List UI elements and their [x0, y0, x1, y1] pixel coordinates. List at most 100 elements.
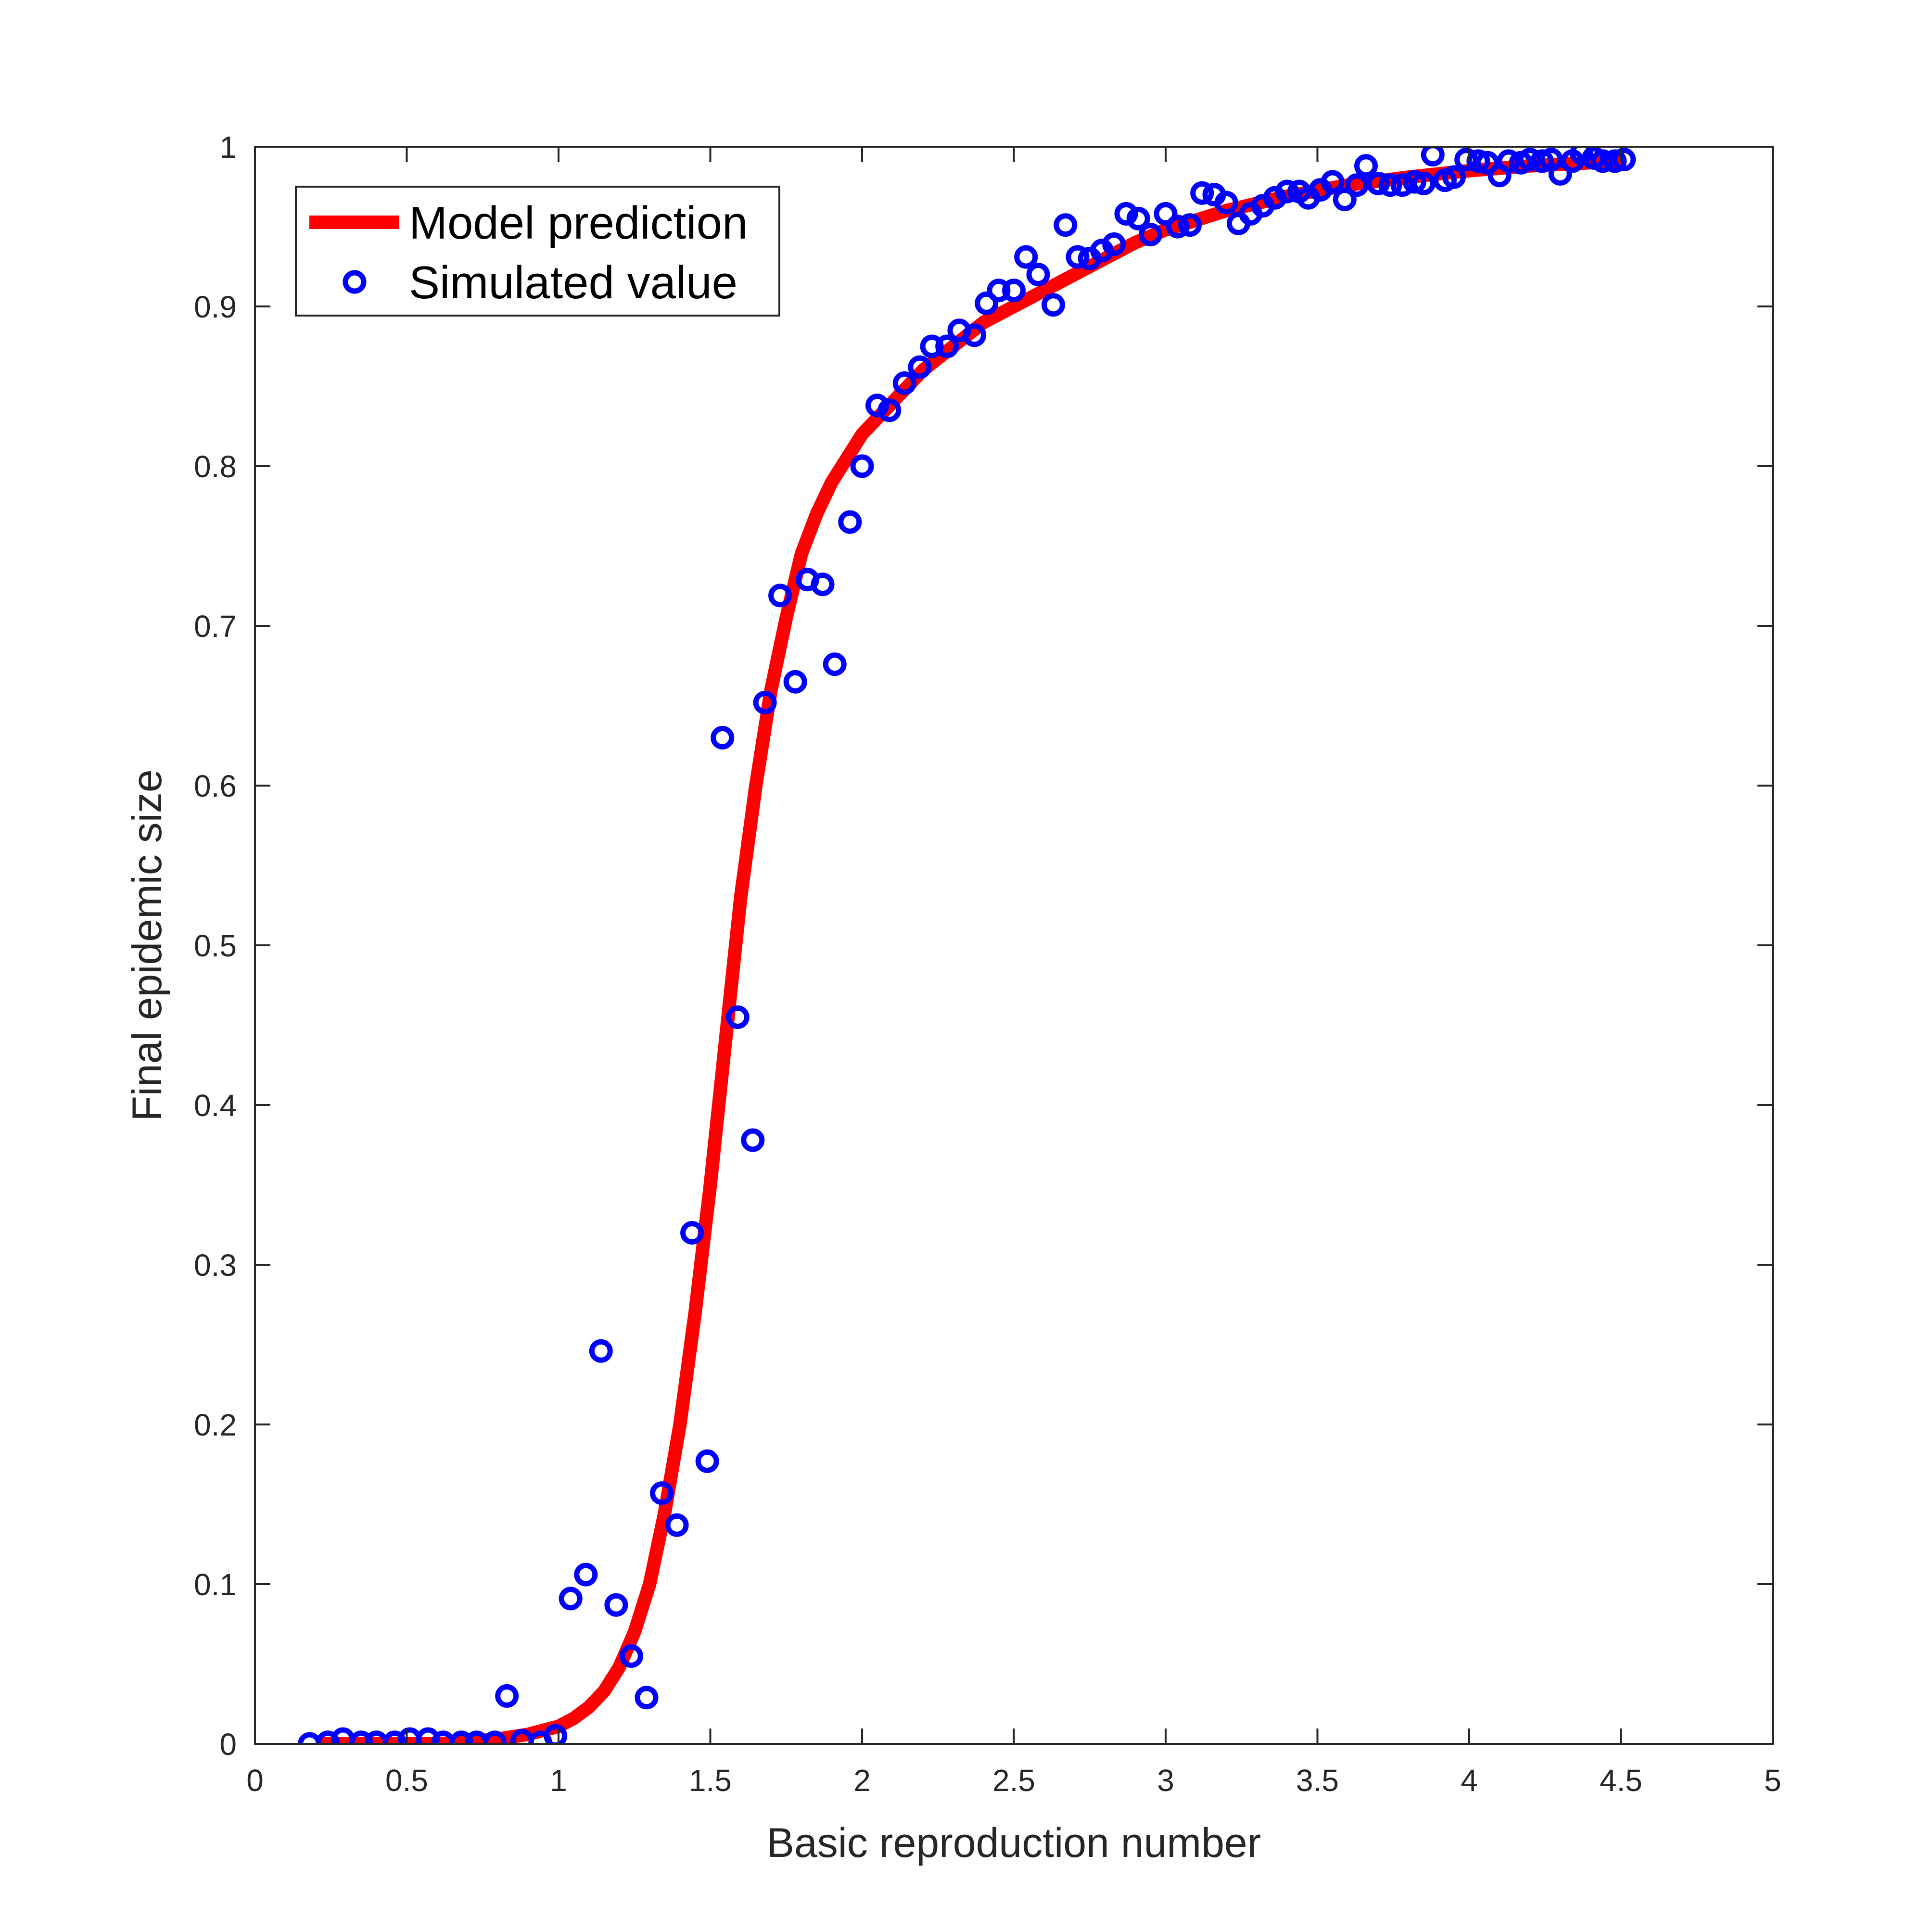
- simulated-value-marker: [1190, 181, 1214, 205]
- simulated-value-marker: [635, 1686, 659, 1710]
- simulated-value-marker: [1454, 148, 1478, 172]
- plot-content: [298, 147, 1636, 1744]
- simulated-value-marker: [1497, 149, 1521, 173]
- simulated-value-marker: [811, 572, 835, 597]
- simulated-value-marker: [1591, 149, 1615, 173]
- simulated-value-marker: [877, 398, 902, 422]
- simulated-value-marker: [298, 1732, 322, 1744]
- y-axis-title: Final epidemic size: [124, 769, 170, 1121]
- simulated-value-marker: [483, 1730, 507, 1744]
- x-tick-label: 3.5: [1296, 1763, 1339, 1798]
- simulated-value-marker: [1275, 179, 1299, 203]
- legend: Model prediction Simulated value: [295, 186, 780, 317]
- simulated-value-marker: [975, 291, 999, 315]
- x-axis-title: Basic reproduction number: [767, 1820, 1261, 1866]
- y-tick-label: 0.2: [194, 1408, 237, 1442]
- simulated-value-marker: [768, 584, 792, 608]
- simulated-value-marker: [1042, 293, 1065, 317]
- y-tick-label: 1: [219, 130, 237, 165]
- simulated-value-marker: [1548, 162, 1572, 186]
- simulated-value-marker: [1126, 206, 1150, 230]
- legend-box: [295, 186, 780, 317]
- x-tick-label: 1: [550, 1763, 567, 1798]
- simulated-value-marker: [665, 1513, 689, 1537]
- x-tick-label: 4.5: [1600, 1763, 1642, 1798]
- x-tick-label: 0: [246, 1763, 264, 1798]
- simulated-value-marker: [1570, 147, 1593, 165]
- simulated-value-marker: [680, 1221, 704, 1245]
- simulated-value-marker: [908, 355, 932, 379]
- simulated-value-marker: [589, 1339, 613, 1363]
- simulated-value-marker: [711, 725, 735, 750]
- simulated-value-marker: [1421, 147, 1445, 167]
- legend-label-model: Model prediction: [409, 197, 748, 249]
- x-tick-label: 2.5: [992, 1763, 1035, 1798]
- simulated-value-marker: [935, 334, 959, 358]
- legend-label-simulated: Simulated value: [409, 257, 737, 308]
- y-tick-label: 0.7: [194, 609, 237, 644]
- x-tick-label: 4: [1461, 1763, 1478, 1798]
- simulated-value-marker: [544, 1724, 568, 1744]
- axes: 0 0.5 1 1.5 2 2.5 3 3.5 4 4.5 5 0 0.1 0.2 0.3 0.4 0.5 0.6…: [124, 130, 1781, 1866]
- y-tick-label: 0.4: [194, 1088, 237, 1123]
- x-tick-label: 5: [1764, 1763, 1781, 1798]
- simulated-value-marker: [1166, 215, 1190, 239]
- simulated-value-marker: [892, 371, 916, 395]
- simulated-value-marker: [920, 334, 944, 358]
- simulated-value-marker: [1366, 171, 1390, 195]
- simulated-value-marker: [604, 1593, 628, 1617]
- simulated-value-marker: [1139, 223, 1162, 247]
- simulated-value-marker: [1014, 245, 1038, 269]
- simulated-value-marker: [1603, 149, 1627, 173]
- simulated-value-marker: [1518, 148, 1542, 172]
- simulated-value-marker: [1321, 170, 1345, 194]
- simulated-value-marker: [559, 1587, 583, 1611]
- simulated-value-marker: [838, 510, 862, 534]
- simulated-value-marker: [1530, 149, 1554, 173]
- simulated-value-marker: [850, 454, 874, 478]
- simulated-value-marker: [1154, 202, 1178, 226]
- simulated-value-marker: [574, 1563, 598, 1587]
- simulated-value-marker: [650, 1481, 674, 1505]
- y-tick-label: 0.1: [194, 1567, 237, 1602]
- legend-marker-swatch: [343, 270, 367, 294]
- model-prediction-line: [316, 154, 1622, 1744]
- simulated-value-marker: [753, 690, 777, 714]
- y-tick-label: 0: [219, 1727, 237, 1762]
- simulated-value-marker: [349, 1730, 373, 1744]
- simulated-value-marker: [1214, 191, 1238, 215]
- simulated-value-marker: [1026, 263, 1050, 287]
- simulated-value-marker: [1333, 188, 1357, 212]
- y-tick-label: 0.6: [194, 769, 237, 803]
- simulated-value-marker: [1612, 148, 1636, 172]
- simulated-value-marker: [695, 1449, 719, 1473]
- x-tick-label: 1.5: [689, 1763, 732, 1798]
- simulated-value-marker: [495, 1684, 519, 1708]
- simulated-value-marker: [963, 323, 986, 347]
- simulated-value-marker: [1402, 170, 1426, 194]
- simulated-value-marker: [865, 394, 889, 418]
- y-tick-label: 0.5: [194, 928, 237, 963]
- y-tick-label: 0.8: [194, 449, 237, 484]
- simulated-value-marker: [1345, 173, 1369, 197]
- simulated-value-marker: [1002, 279, 1026, 303]
- y-tick-label: 0.3: [194, 1248, 237, 1283]
- simulated-value-marker: [823, 652, 847, 676]
- simulated-value-marker: [1054, 213, 1078, 237]
- simulated-value-marker: [1178, 213, 1202, 237]
- simulated-value-marker: [1354, 154, 1378, 178]
- simulated-value-marker: [725, 1005, 750, 1029]
- simulated-value-marker: [449, 1730, 473, 1744]
- simulated-value-marker: [1378, 173, 1402, 197]
- simulated-value-marker: [619, 1644, 643, 1668]
- simulated-value-marker: [1411, 171, 1436, 195]
- x-tick-label: 2: [853, 1763, 871, 1798]
- simulated-value-marker: [741, 1128, 765, 1152]
- simulated-value-marker: [1066, 245, 1090, 269]
- simulated-value-marker: [987, 279, 1011, 303]
- simulated-value-marker: [1390, 173, 1414, 197]
- y-tick-label: 0.9: [194, 290, 237, 324]
- x-tick-label: 0.5: [385, 1763, 428, 1798]
